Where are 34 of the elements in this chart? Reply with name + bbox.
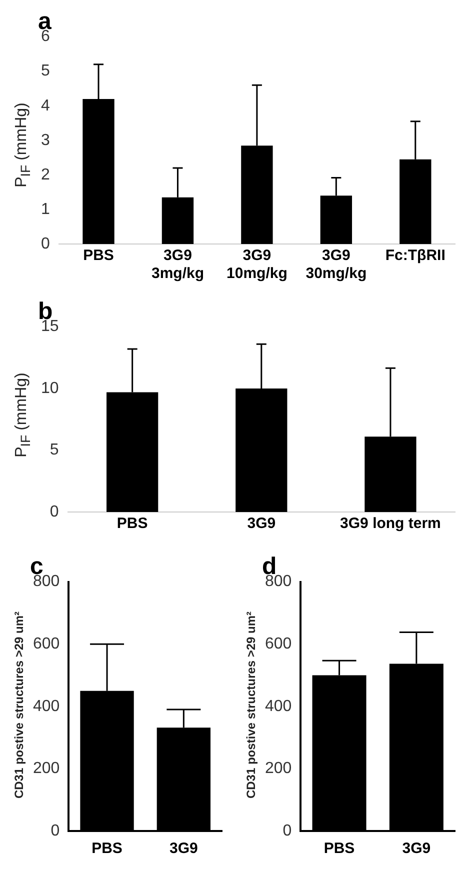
y-tick-label: 600 [264,636,292,653]
x-tick-label: 3G9 10mg/kg [226,247,288,282]
y-tick-label: 0 [40,235,50,252]
y-tick-label: 400 [264,698,292,715]
y-tick-label: 5 [40,62,50,80]
y-tick-label: 10 [41,380,59,397]
y-tick-label: 0 [50,822,60,840]
y-tick-label: 600 [32,636,60,653]
x-tick-label: 3G9 [169,840,198,858]
y-tick-label: 800 [264,573,292,590]
x-tick-label: 3G9 [247,515,276,532]
y-tick-label: 200 [32,760,60,778]
y-tick-label: 4 [40,97,50,114]
y-tick-label: 2 [40,166,50,184]
x-tick-label: 3G9 3mg/kg [151,247,204,282]
x-tick-label: PBS [116,515,148,532]
y-tick-label: 5 [50,442,59,459]
x-tick-label: Fc:TβRII [385,247,446,264]
y-tick-label: 200 [264,760,292,778]
x-tick-label: PBS [92,840,122,858]
y-tick-label: 800 [32,573,60,590]
x-tick-label: 3G9 [402,840,431,858]
x-tick-label: PBS [324,840,355,858]
x-tick-label: PBS [83,247,114,264]
y-tick-label: 0 [50,503,59,520]
y-tick-label: 6 [40,28,50,46]
x-tick-label: 3G9 long term [340,515,441,532]
y-tick-label: 3 [40,132,50,149]
y-tick-label: 0 [282,822,292,840]
y-tick-label: 400 [32,698,60,715]
y-tick-label: 1 [40,200,50,218]
y-axis-title: CD31 postive structures >29 um² [12,611,26,799]
y-axis-title: CD31 postive structures >29 um² [244,611,258,799]
x-tick-label: 3G9 30mg/kg [306,247,367,282]
